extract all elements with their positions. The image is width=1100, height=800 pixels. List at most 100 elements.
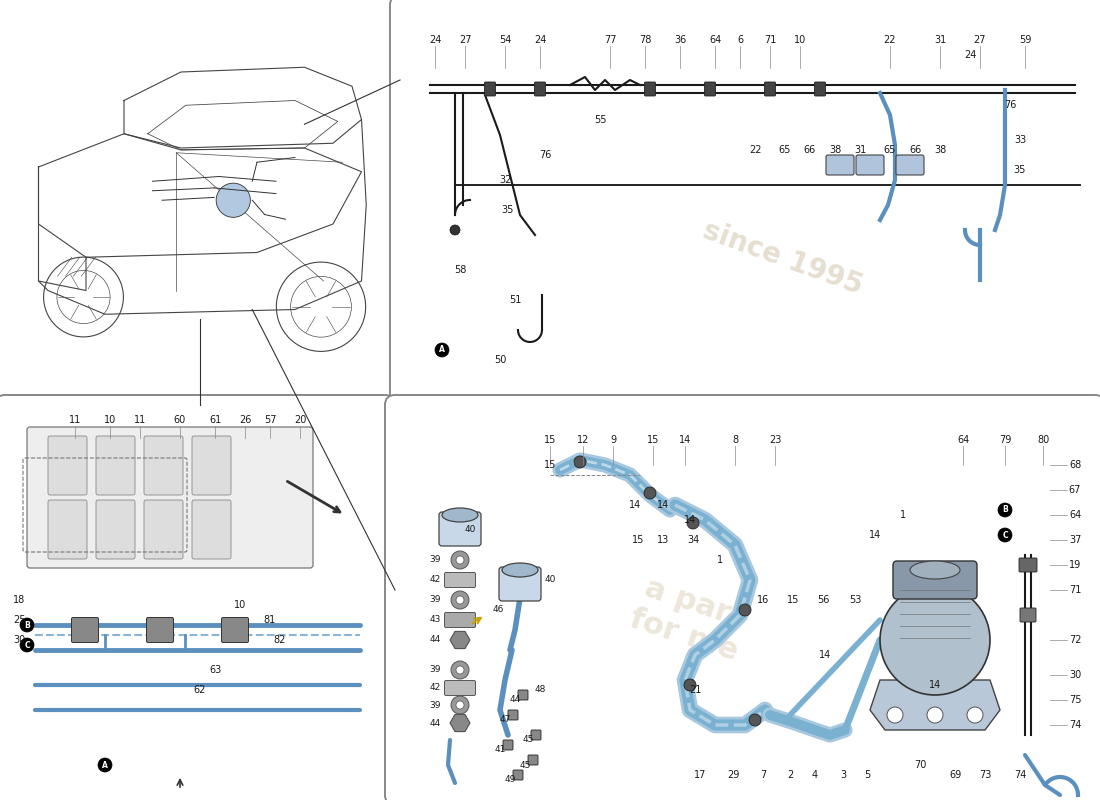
Text: 11: 11	[134, 415, 146, 425]
Text: 45: 45	[522, 735, 534, 745]
Text: 22: 22	[883, 35, 896, 45]
Text: 58: 58	[454, 265, 466, 275]
Text: 66: 66	[804, 145, 816, 155]
Text: 11: 11	[69, 415, 81, 425]
Text: 24: 24	[534, 35, 547, 45]
FancyBboxPatch shape	[484, 82, 495, 96]
Text: 61: 61	[209, 415, 221, 425]
Circle shape	[456, 701, 464, 709]
Text: 82: 82	[274, 635, 286, 645]
FancyBboxPatch shape	[72, 618, 99, 642]
Text: 69: 69	[949, 770, 961, 780]
Circle shape	[456, 556, 464, 564]
Circle shape	[451, 551, 469, 569]
Text: 36: 36	[674, 35, 686, 45]
FancyBboxPatch shape	[704, 82, 715, 96]
FancyBboxPatch shape	[28, 427, 313, 568]
FancyBboxPatch shape	[444, 681, 475, 695]
FancyBboxPatch shape	[385, 395, 1100, 800]
Text: 67: 67	[1069, 485, 1081, 495]
FancyBboxPatch shape	[535, 82, 546, 96]
Text: a part
for me: a part for me	[626, 573, 752, 666]
Text: 24: 24	[429, 35, 441, 45]
Circle shape	[20, 618, 34, 632]
Circle shape	[450, 225, 460, 235]
Text: 38: 38	[829, 145, 842, 155]
Text: 39: 39	[429, 701, 441, 710]
Text: B: B	[24, 621, 30, 630]
Text: 10: 10	[234, 600, 246, 610]
Circle shape	[644, 487, 656, 499]
Text: 10: 10	[794, 35, 806, 45]
Text: 47: 47	[499, 715, 510, 725]
FancyBboxPatch shape	[518, 690, 528, 700]
Text: 38: 38	[934, 145, 946, 155]
FancyBboxPatch shape	[1020, 608, 1036, 622]
Text: 57: 57	[264, 415, 276, 425]
Text: 40: 40	[544, 575, 556, 585]
Text: 39: 39	[429, 595, 441, 605]
Text: 1: 1	[900, 510, 906, 520]
Text: 66: 66	[909, 145, 921, 155]
Text: 21: 21	[689, 685, 701, 695]
Text: 16: 16	[757, 595, 769, 605]
Text: 45: 45	[519, 761, 530, 770]
Text: 23: 23	[769, 435, 781, 445]
Text: 53: 53	[849, 595, 861, 605]
Text: 46: 46	[493, 606, 504, 614]
Text: 44: 44	[429, 635, 441, 645]
Text: 10: 10	[103, 415, 117, 425]
Text: 80: 80	[1037, 435, 1049, 445]
Text: 12: 12	[576, 435, 590, 445]
Text: 54: 54	[498, 35, 512, 45]
Text: 50: 50	[494, 355, 506, 365]
Text: 35: 35	[1014, 165, 1026, 175]
Text: 70: 70	[914, 760, 926, 770]
Text: 34: 34	[686, 535, 700, 545]
FancyBboxPatch shape	[893, 561, 977, 599]
Text: 5: 5	[864, 770, 870, 780]
FancyBboxPatch shape	[528, 755, 538, 765]
Circle shape	[749, 714, 761, 726]
Text: 62: 62	[194, 685, 206, 695]
FancyBboxPatch shape	[513, 770, 522, 780]
Text: 30: 30	[13, 635, 25, 645]
Text: 42: 42	[429, 683, 441, 693]
Circle shape	[451, 591, 469, 609]
Text: 15: 15	[543, 460, 557, 470]
Text: 27: 27	[974, 35, 987, 45]
FancyBboxPatch shape	[814, 82, 825, 96]
Text: 64: 64	[708, 35, 722, 45]
Text: 79: 79	[999, 435, 1011, 445]
Text: 33: 33	[1014, 135, 1026, 145]
Text: 14: 14	[818, 650, 832, 660]
FancyBboxPatch shape	[531, 730, 541, 740]
FancyBboxPatch shape	[896, 155, 924, 175]
Text: 13: 13	[657, 535, 669, 545]
Text: 19: 19	[1069, 560, 1081, 570]
Circle shape	[927, 707, 943, 723]
Text: 44: 44	[509, 695, 520, 705]
Text: B: B	[1002, 506, 1008, 514]
Ellipse shape	[502, 563, 538, 577]
Text: C: C	[1002, 530, 1008, 539]
FancyBboxPatch shape	[503, 740, 513, 750]
Text: 27: 27	[459, 35, 471, 45]
Text: 31: 31	[854, 145, 866, 155]
Circle shape	[880, 585, 990, 695]
FancyBboxPatch shape	[221, 618, 249, 642]
FancyBboxPatch shape	[439, 512, 481, 546]
Text: 4: 4	[812, 770, 818, 780]
Text: 44: 44	[429, 718, 441, 727]
Text: 32: 32	[498, 175, 512, 185]
Circle shape	[451, 661, 469, 679]
Text: 15: 15	[543, 435, 557, 445]
Text: 29: 29	[727, 770, 739, 780]
Text: 2: 2	[786, 770, 793, 780]
Text: 22: 22	[749, 145, 761, 155]
FancyBboxPatch shape	[48, 500, 87, 559]
Circle shape	[98, 758, 112, 772]
Text: 71: 71	[763, 35, 777, 45]
FancyBboxPatch shape	[0, 0, 400, 405]
Text: 14: 14	[679, 435, 691, 445]
